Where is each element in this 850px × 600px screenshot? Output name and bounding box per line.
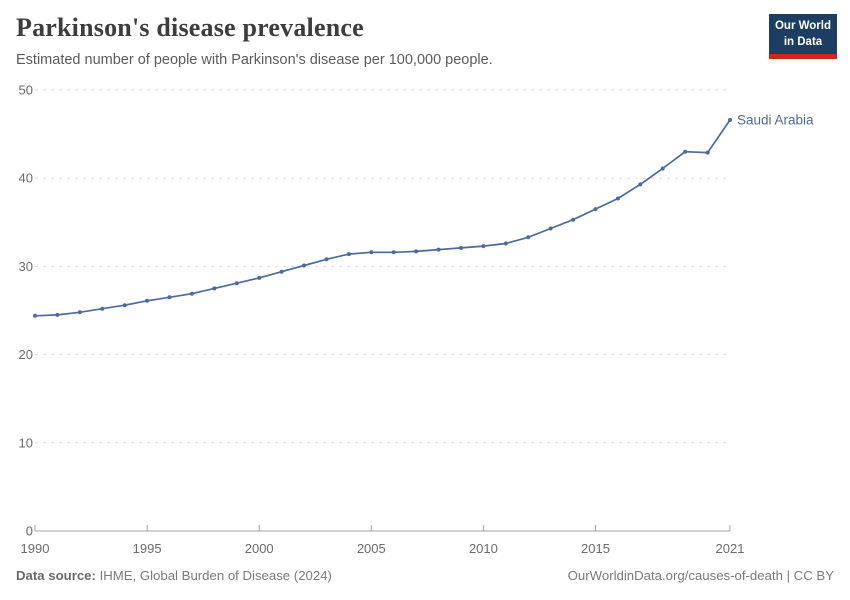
y-tick-label: 30 bbox=[19, 259, 33, 274]
y-tick-label: 0 bbox=[26, 524, 33, 539]
data-point[interactable] bbox=[189, 291, 194, 296]
data-point[interactable] bbox=[705, 150, 710, 155]
data-point[interactable] bbox=[436, 247, 441, 252]
data-source-label: Data source: bbox=[16, 568, 96, 583]
data-point[interactable] bbox=[324, 257, 329, 262]
data-point[interactable] bbox=[548, 226, 553, 231]
series-end-label[interactable]: Saudi Arabia bbox=[737, 113, 814, 128]
chart-subtitle: Estimated number of people with Parkinso… bbox=[16, 52, 493, 68]
x-tick-label: 1990 bbox=[21, 541, 50, 556]
owid-logo-text: Our World in Data bbox=[769, 14, 837, 55]
data-point[interactable] bbox=[481, 244, 486, 249]
data-point[interactable] bbox=[279, 269, 284, 274]
x-tick-label: 2021 bbox=[716, 541, 745, 556]
y-tick-label: 40 bbox=[19, 171, 33, 186]
owid-logo-line2: in Data bbox=[783, 35, 823, 48]
data-point[interactable] bbox=[728, 118, 732, 122]
data-point[interactable] bbox=[302, 263, 306, 268]
data-point[interactable] bbox=[526, 235, 531, 240]
y-tick-label: 10 bbox=[19, 435, 33, 450]
data-point[interactable] bbox=[257, 275, 262, 280]
data-point[interactable] bbox=[660, 166, 665, 171]
data-point[interactable] bbox=[593, 207, 598, 212]
data-point[interactable] bbox=[145, 298, 150, 303]
chart-footer: Data source: IHME, Global Burden of Dise… bbox=[16, 568, 834, 583]
data-point[interactable] bbox=[100, 306, 105, 311]
data-point[interactable] bbox=[346, 252, 351, 257]
data-point[interactable] bbox=[683, 149, 688, 154]
data-source-value: IHME, Global Burden of Disease (2024) bbox=[99, 568, 332, 583]
data-point[interactable] bbox=[638, 182, 643, 187]
owid-logo[interactable]: Our World in Data bbox=[769, 14, 837, 60]
data-source-note: Data source: IHME, Global Burden of Dise… bbox=[16, 568, 332, 583]
data-point[interactable] bbox=[167, 295, 172, 300]
series-line[interactable] bbox=[34, 119, 731, 317]
x-tick-label: 2010 bbox=[469, 541, 498, 556]
page-title: Parkinson's disease prevalence bbox=[16, 13, 364, 42]
data-point[interactable] bbox=[122, 303, 127, 308]
data-point[interactable] bbox=[571, 217, 576, 222]
data-point[interactable] bbox=[33, 313, 37, 318]
data-point[interactable] bbox=[615, 196, 620, 201]
y-tick-label: 20 bbox=[19, 347, 33, 362]
data-point[interactable] bbox=[503, 241, 508, 246]
data-point[interactable] bbox=[459, 245, 463, 250]
x-tick-label: 2015 bbox=[581, 541, 610, 556]
owid-logo-line1: Our World bbox=[774, 20, 831, 32]
x-tick-label: 1995 bbox=[133, 541, 162, 556]
data-point[interactable] bbox=[414, 249, 419, 254]
x-tick-label: 2005 bbox=[357, 541, 386, 556]
owid-logo-red-bar bbox=[769, 54, 837, 60]
data-point[interactable] bbox=[77, 310, 82, 315]
data-point[interactable] bbox=[369, 250, 374, 255]
data-point[interactable] bbox=[212, 286, 217, 291]
y-tick-label: 50 bbox=[19, 83, 33, 98]
x-tick-label: 2000 bbox=[245, 541, 274, 556]
data-point[interactable] bbox=[55, 312, 60, 317]
data-point[interactable] bbox=[391, 250, 396, 255]
credit-link[interactable]: OurWorldinData.org/causes-of-death | CC … bbox=[567, 568, 834, 583]
data-point[interactable] bbox=[234, 281, 239, 286]
